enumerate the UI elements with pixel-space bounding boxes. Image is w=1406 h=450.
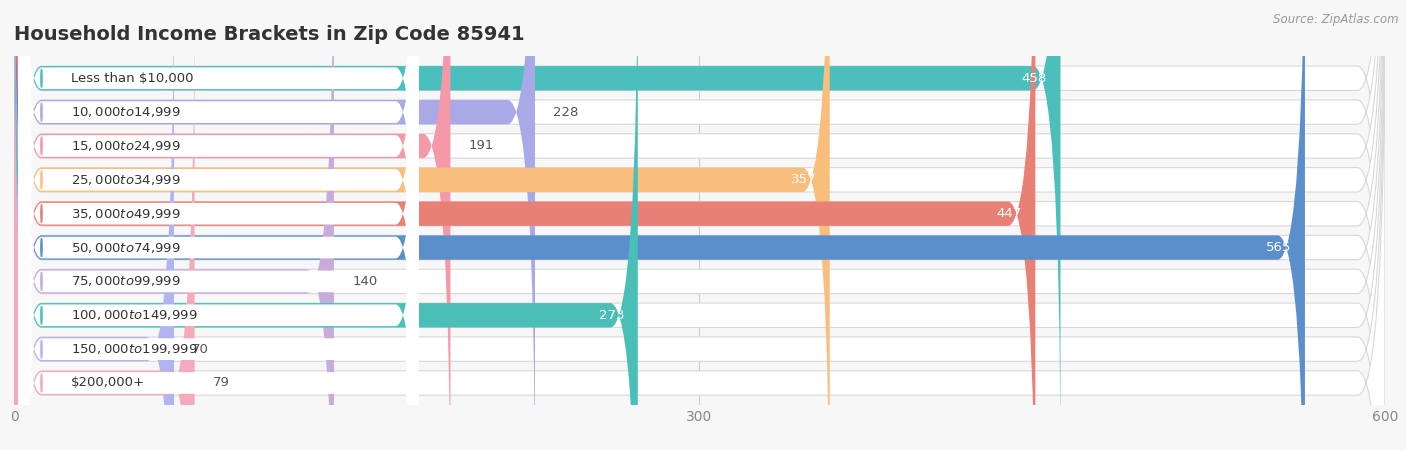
FancyBboxPatch shape bbox=[14, 0, 1035, 450]
Text: 228: 228 bbox=[554, 106, 579, 119]
Text: Household Income Brackets in Zip Code 85941: Household Income Brackets in Zip Code 85… bbox=[14, 25, 524, 44]
Text: Less than $10,000: Less than $10,000 bbox=[72, 72, 194, 85]
FancyBboxPatch shape bbox=[14, 0, 1385, 450]
Text: 191: 191 bbox=[468, 140, 494, 153]
FancyBboxPatch shape bbox=[14, 0, 1385, 450]
Text: 458: 458 bbox=[1022, 72, 1046, 85]
Text: $10,000 to $14,999: $10,000 to $14,999 bbox=[72, 105, 181, 119]
Text: 79: 79 bbox=[212, 377, 229, 390]
Text: 70: 70 bbox=[193, 342, 209, 356]
FancyBboxPatch shape bbox=[18, 0, 419, 450]
FancyBboxPatch shape bbox=[18, 55, 419, 450]
FancyBboxPatch shape bbox=[14, 0, 536, 450]
Text: $25,000 to $34,999: $25,000 to $34,999 bbox=[72, 173, 181, 187]
Text: 273: 273 bbox=[599, 309, 624, 322]
FancyBboxPatch shape bbox=[18, 0, 419, 450]
Text: 565: 565 bbox=[1265, 241, 1291, 254]
FancyBboxPatch shape bbox=[14, 0, 1385, 450]
FancyBboxPatch shape bbox=[18, 0, 419, 440]
Text: $35,000 to $49,999: $35,000 to $49,999 bbox=[72, 207, 181, 220]
FancyBboxPatch shape bbox=[14, 0, 638, 450]
FancyBboxPatch shape bbox=[14, 0, 1385, 450]
FancyBboxPatch shape bbox=[14, 0, 1385, 450]
Text: 140: 140 bbox=[353, 275, 377, 288]
FancyBboxPatch shape bbox=[14, 0, 1060, 450]
FancyBboxPatch shape bbox=[14, 0, 174, 450]
FancyBboxPatch shape bbox=[14, 0, 1385, 450]
FancyBboxPatch shape bbox=[14, 0, 194, 450]
FancyBboxPatch shape bbox=[14, 0, 830, 450]
Text: $100,000 to $149,999: $100,000 to $149,999 bbox=[72, 308, 198, 322]
Text: $50,000 to $74,999: $50,000 to $74,999 bbox=[72, 241, 181, 255]
FancyBboxPatch shape bbox=[14, 0, 1305, 450]
Text: 447: 447 bbox=[997, 207, 1022, 220]
Text: 357: 357 bbox=[790, 173, 815, 186]
FancyBboxPatch shape bbox=[18, 0, 419, 406]
Text: Source: ZipAtlas.com: Source: ZipAtlas.com bbox=[1274, 14, 1399, 27]
FancyBboxPatch shape bbox=[14, 0, 1385, 450]
Text: $200,000+: $200,000+ bbox=[72, 377, 145, 390]
Text: $75,000 to $99,999: $75,000 to $99,999 bbox=[72, 274, 181, 288]
FancyBboxPatch shape bbox=[14, 0, 1385, 450]
FancyBboxPatch shape bbox=[18, 0, 419, 450]
FancyBboxPatch shape bbox=[14, 0, 1385, 450]
FancyBboxPatch shape bbox=[14, 0, 450, 450]
Text: $150,000 to $199,999: $150,000 to $199,999 bbox=[72, 342, 198, 356]
FancyBboxPatch shape bbox=[18, 21, 419, 450]
FancyBboxPatch shape bbox=[14, 0, 335, 450]
FancyBboxPatch shape bbox=[18, 0, 419, 450]
FancyBboxPatch shape bbox=[18, 0, 419, 450]
FancyBboxPatch shape bbox=[18, 0, 419, 450]
FancyBboxPatch shape bbox=[14, 0, 1385, 450]
Text: $15,000 to $24,999: $15,000 to $24,999 bbox=[72, 139, 181, 153]
